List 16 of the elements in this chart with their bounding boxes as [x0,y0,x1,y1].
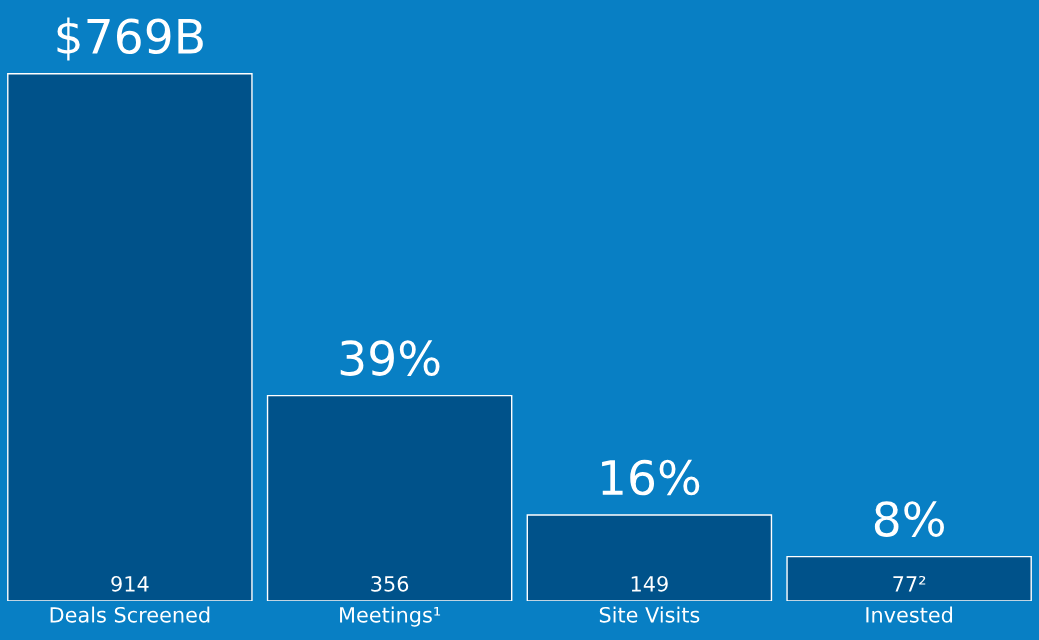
annotation: 16% [602,459,700,496]
x-tick-label: Meetings¹ [340,606,441,627]
bar [266,394,513,601]
data-label: 356 [371,575,409,592]
x-tick-label: Site Visits [599,606,700,623]
data-label: 77² [893,575,926,592]
data-label: 149 [631,575,668,592]
bar [526,514,773,601]
bar [786,555,1032,601]
annotation: $769B [57,17,203,61]
annotation: 8% [874,501,944,537]
bar [7,73,253,601]
annotation: 39% [340,340,440,376]
data-label: 914 [111,575,149,592]
x-tick-label: Invested [866,606,953,623]
x-tick-label: Deals Screened [50,606,210,623]
